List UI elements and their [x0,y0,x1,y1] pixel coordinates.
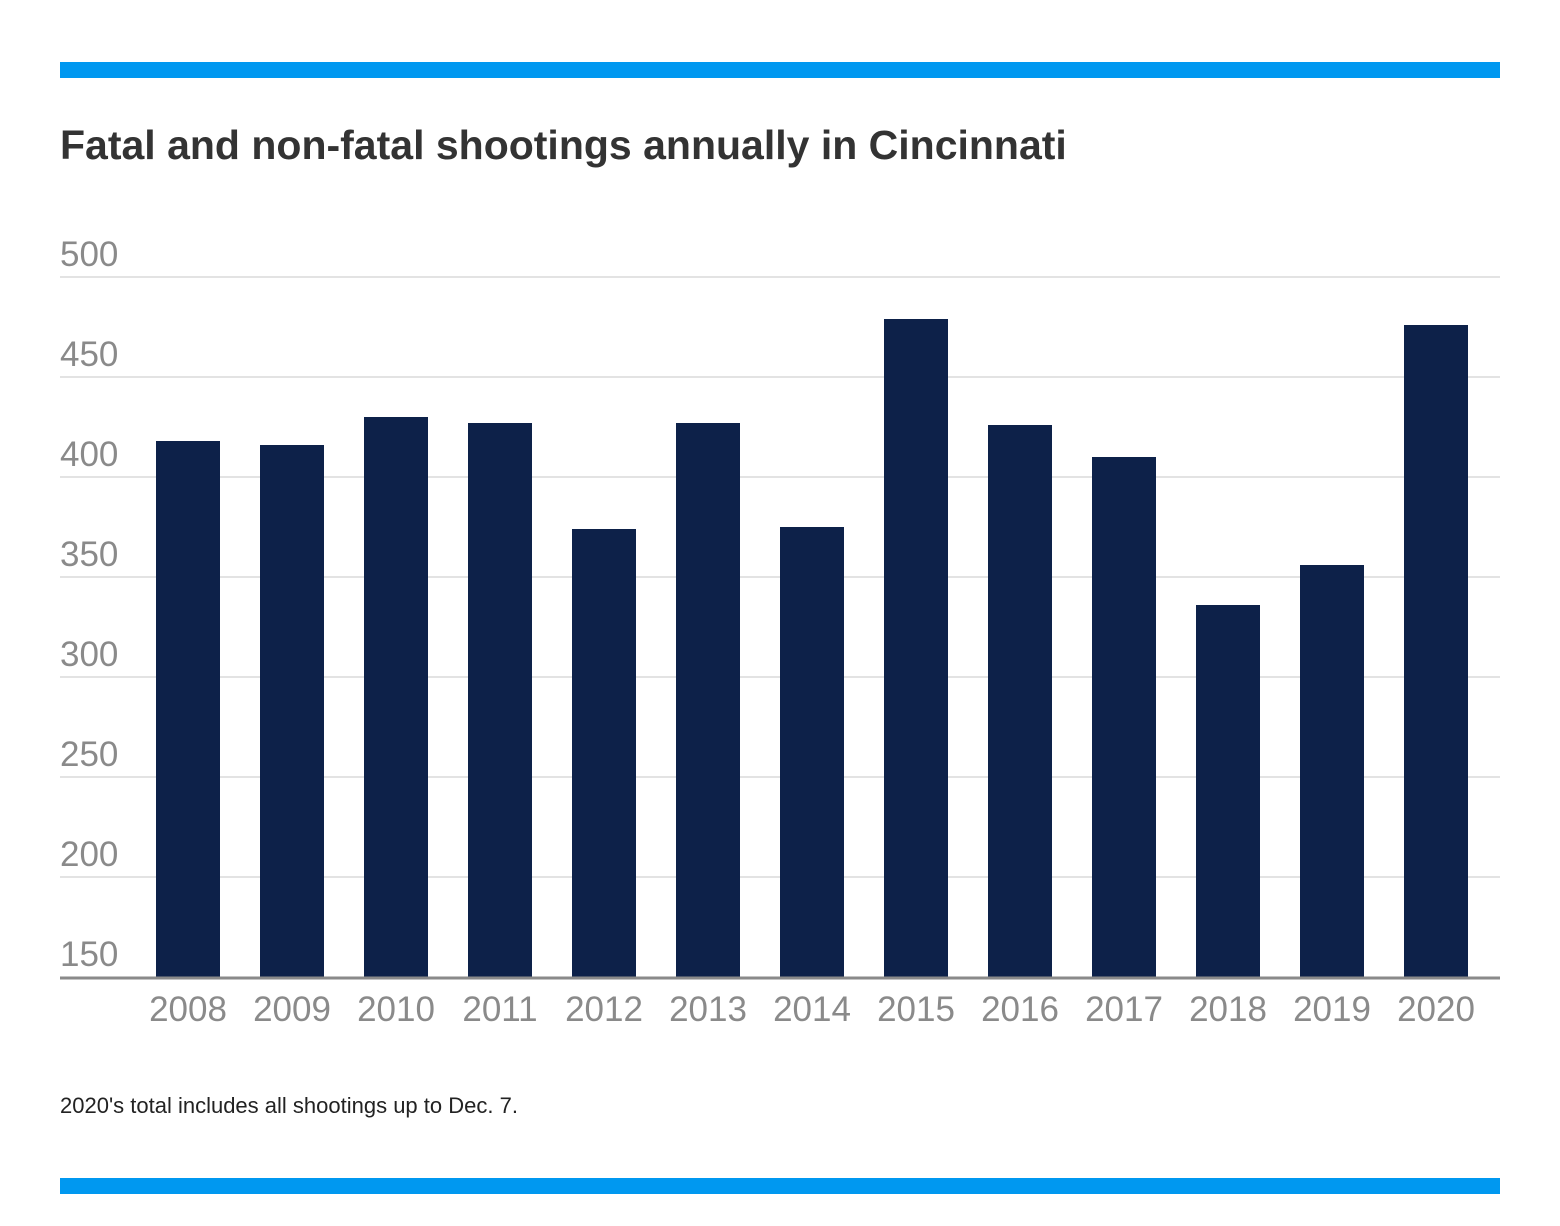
x-tick-label-2015: 2015 [877,990,955,1029]
y-axis-ticks: 150 200 250 300 350 400 450 500 [60,235,118,974]
x-tick-label-2017: 2017 [1085,990,1163,1029]
bar-2009 [260,445,324,977]
x-tick-label-2013: 2013 [669,990,747,1029]
bar-2018 [1196,605,1260,977]
bar-2014 [780,527,844,977]
bar-2011 [468,423,532,977]
bar-2012 [572,529,636,977]
bars [156,319,1468,977]
x-axis-ticks: 2008 2009 2010 2011 2012 2013 2014 2015 2016 2017… [149,990,1475,1029]
x-tick-label-2014: 2014 [773,990,851,1029]
bar-2008 [156,441,220,977]
y-tick-label-250: 250 [60,735,118,774]
top-accent-bar [60,62,1500,78]
bar-chart: 150 200 250 300 350 400 450 500 2008 2009 2010 201… [60,235,1500,1029]
footnote: 2020's total includes all shootings up t… [60,1093,518,1118]
x-tick-label-2011: 2011 [462,990,537,1029]
x-tick-label-2016: 2016 [981,990,1059,1029]
x-tick-label-2020: 2020 [1397,990,1475,1029]
y-tick-label-200: 200 [60,835,118,874]
bar-2013 [676,423,740,977]
bar-2016 [988,425,1052,977]
y-tick-label-500: 500 [60,235,118,274]
bar-2010 [364,417,428,977]
bar-2015 [884,319,948,977]
x-tick-label-2019: 2019 [1293,990,1371,1029]
bottom-accent-bar [60,1178,1500,1194]
x-tick-label-2010: 2010 [357,990,435,1029]
y-tick-label-300: 300 [60,635,118,674]
y-tick-label-350: 350 [60,535,118,574]
x-tick-label-2012: 2012 [565,990,643,1029]
y-tick-label-400: 400 [60,435,118,474]
y-tick-label-450: 450 [60,335,118,374]
bar-2017 [1092,457,1156,977]
x-tick-label-2009: 2009 [253,990,331,1029]
y-tick-label-150: 150 [60,935,118,974]
bar-2019 [1300,565,1364,977]
bar-2020 [1404,325,1468,977]
x-tick-label-2018: 2018 [1189,990,1267,1029]
x-tick-label-2008: 2008 [149,990,227,1029]
chart-title: Fatal and non-fatal shootings annually i… [60,122,1067,168]
